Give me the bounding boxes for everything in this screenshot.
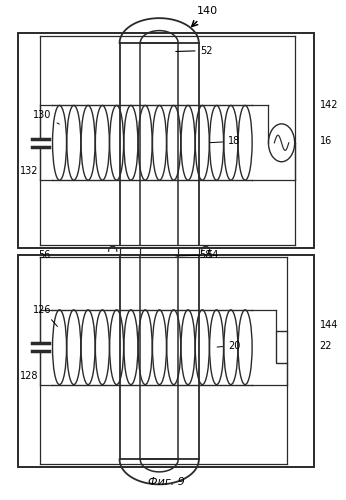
Text: 54: 54 — [176, 250, 218, 260]
Bar — [18, 255, 314, 467]
Text: 58: 58 — [199, 250, 211, 260]
Text: 140: 140 — [197, 6, 218, 16]
Text: 130: 130 — [34, 110, 59, 124]
Text: 52: 52 — [176, 46, 213, 56]
Text: 18: 18 — [210, 136, 240, 146]
Text: 56: 56 — [39, 250, 51, 260]
Text: 142: 142 — [319, 100, 338, 110]
Text: 22: 22 — [319, 340, 332, 350]
Text: 20: 20 — [217, 340, 240, 350]
Bar — [276, 331, 287, 364]
Text: 126: 126 — [34, 305, 57, 326]
Text: 128: 128 — [20, 370, 38, 380]
Bar — [18, 33, 314, 248]
Text: 16: 16 — [319, 136, 332, 146]
Text: 144: 144 — [319, 320, 338, 330]
Text: Фиг. 9: Фиг. 9 — [148, 477, 184, 487]
Text: 132: 132 — [20, 166, 38, 176]
